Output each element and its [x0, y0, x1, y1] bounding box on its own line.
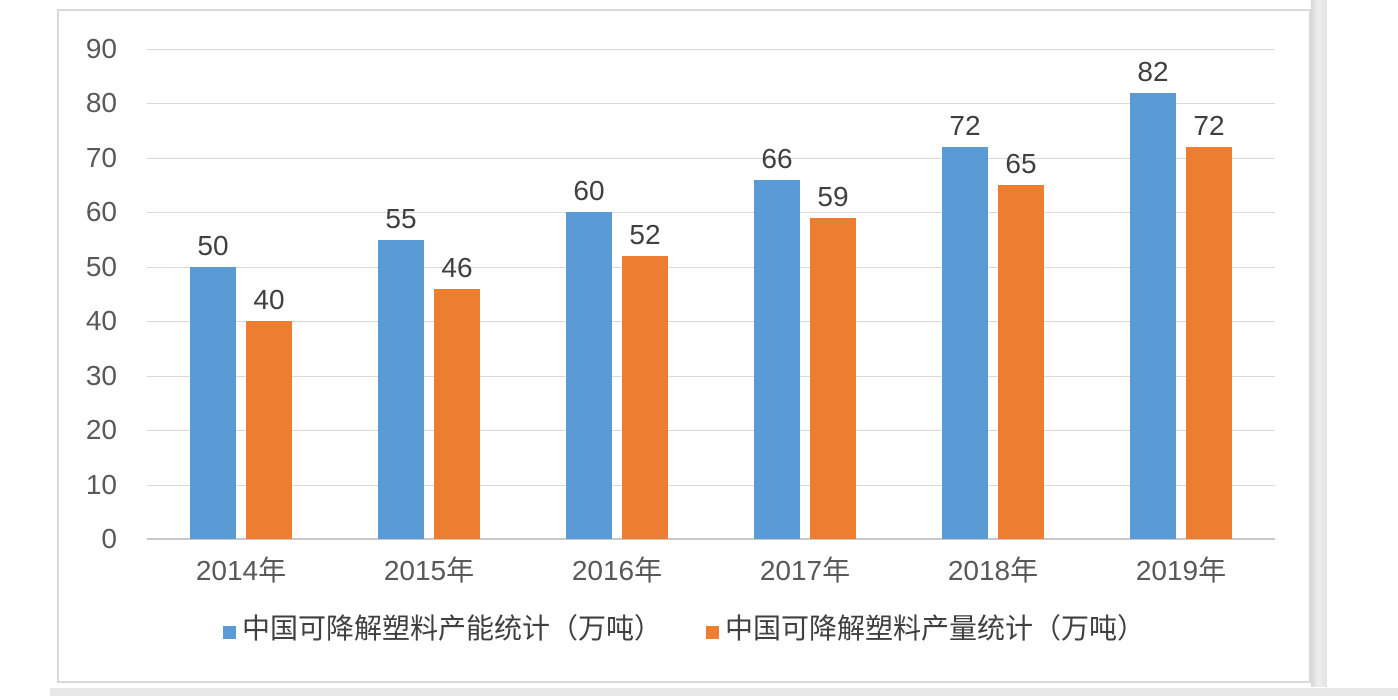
data-label-capacity-2015: 55 [385, 202, 417, 234]
data-label-output-2014: 40 [253, 284, 285, 316]
legend-item-output: 中国可降解塑料产量统计（万吨） [706, 612, 1145, 646]
data-label-capacity-2018: 72 [949, 110, 981, 141]
y-axis-label-70: 70 [85, 141, 117, 173]
y-axis-label-0: 0 [101, 523, 117, 554]
bar-capacity-2015 [378, 239, 424, 539]
x-axis-label-2018: 2018年 [947, 555, 1039, 586]
x-axis-label-2015: 2015年 [383, 555, 475, 586]
data-label-capacity-2016: 60 [573, 175, 605, 207]
chart-panel[interactable]: 0 10 20 30 40 50 60 70 80 90 50 40 55 46 60 52 66 59 72 65… [57, 9, 1311, 683]
bar-output-2016 [622, 255, 668, 539]
y-axis-label-90: 90 [85, 33, 117, 64]
bar-output-2019 [1186, 147, 1232, 539]
data-label-capacity-2014: 50 [197, 229, 229, 261]
data-label-capacity-2017: 66 [761, 142, 793, 174]
panel-right-edge [1311, 0, 1327, 687]
y-axis-label-60: 60 [85, 196, 117, 228]
bar-capacity-2017 [754, 179, 800, 539]
bar-output-2017 [810, 217, 856, 539]
x-axis: 2014年 2015年 2016年 2017年 2018年 2019年 [147, 554, 1275, 590]
legend-label-capacity: 中国可降解塑料产能统计（万吨） [241, 613, 662, 644]
x-axis-label-2014: 2014年 [195, 555, 287, 586]
gridline-70 [147, 157, 1275, 159]
y-axis-label-50: 50 [85, 250, 117, 282]
gridline-40 [147, 321, 1275, 323]
plot-area: 50 40 55 46 60 52 66 59 72 65 82 72 [147, 49, 1275, 540]
bar-capacity-2019 [1130, 92, 1176, 539]
bar-output-2018 [998, 185, 1044, 539]
y-axis: 0 10 20 30 40 50 60 70 80 90 [59, 35, 117, 553]
x-axis-label-2019: 2019年 [1135, 555, 1227, 586]
x-axis-label-2016: 2016年 [571, 555, 663, 586]
gridline-20 [147, 430, 1275, 432]
legend-item-capacity: 中国可降解塑料产能统计（万吨） [222, 612, 662, 646]
data-label-output-2017: 59 [817, 180, 849, 212]
x-axis-label-2017: 2017年 [759, 555, 851, 586]
bar-capacity-2018 [942, 147, 988, 539]
gridline-60 [147, 212, 1275, 214]
y-axis-label-40: 40 [85, 305, 117, 337]
bar-capacity-2014 [190, 266, 236, 539]
legend: 中国可降解塑料产能统计（万吨） 中国可降解塑料产量统计（万吨） [59, 612, 1309, 646]
data-label-output-2015: 46 [441, 251, 473, 283]
gridline-30 [147, 375, 1275, 377]
data-label-output-2019: 72 [1193, 110, 1225, 141]
legend-swatch-capacity-icon [222, 625, 236, 639]
y-axis-label-30: 30 [85, 359, 117, 391]
gridline-0 [147, 538, 1275, 540]
gridline-50 [147, 266, 1275, 268]
legend-label-output: 中国可降解塑料产量统计（万吨） [725, 613, 1146, 644]
bar-capacity-2016 [566, 212, 612, 539]
bar-output-2014 [246, 321, 292, 539]
gridline-80 [147, 103, 1275, 105]
gridline-90 [147, 49, 1275, 50]
y-axis-label-80: 80 [85, 87, 117, 119]
data-label-output-2016: 52 [629, 218, 661, 250]
legend-swatch-output-icon [706, 625, 719, 639]
panel-bottom-edge [50, 688, 1398, 696]
y-axis-label-20: 20 [85, 414, 117, 446]
y-axis-label-10: 10 [85, 468, 117, 500]
bar-output-2015 [434, 288, 480, 539]
gridline-10 [147, 484, 1275, 486]
data-label-output-2018: 65 [1005, 148, 1037, 180]
data-label-capacity-2019: 82 [1137, 55, 1169, 87]
